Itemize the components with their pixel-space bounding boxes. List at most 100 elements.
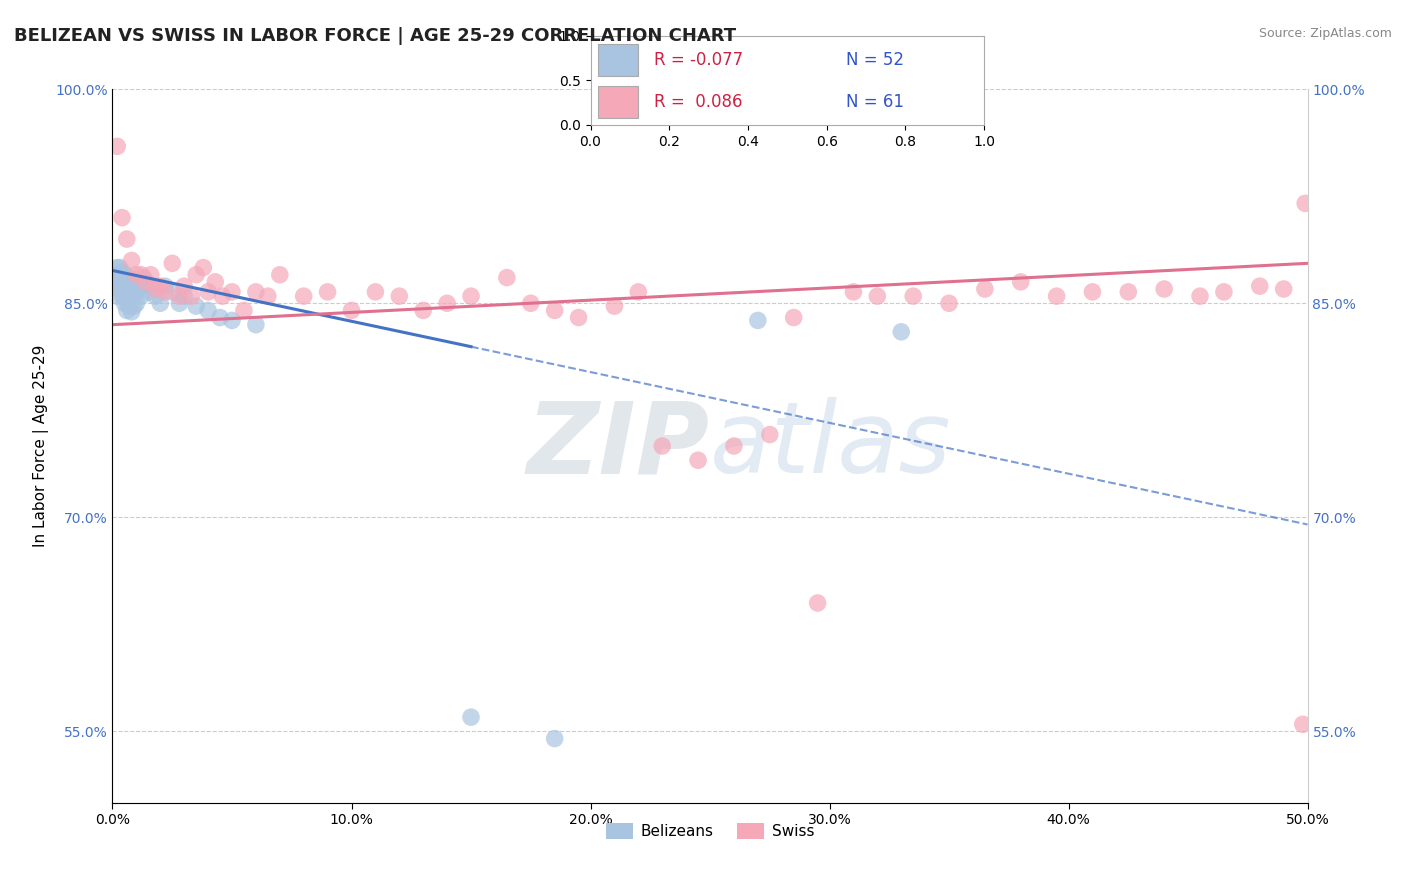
Point [111, 270, 134, 285]
Point [627, 285, 650, 299]
Legend: Belizeans, Swiss: Belizeans, Swiss [599, 817, 821, 845]
Point [115, 232, 138, 246]
Point [1046, 289, 1069, 303]
Point [105, 289, 128, 303]
Point [125, 296, 148, 310]
Point [520, 296, 543, 310]
Point [162, 256, 183, 270]
Point [128, 275, 150, 289]
Text: N = 61: N = 61 [846, 93, 904, 111]
Point [903, 289, 925, 303]
Point [316, 285, 339, 299]
Point [114, 296, 135, 310]
Text: ZIP: ZIP [527, 398, 710, 494]
Point [108, 275, 131, 289]
Point [108, 260, 131, 275]
Point [364, 285, 387, 299]
Point [1272, 282, 1295, 296]
Point [111, 265, 134, 279]
Point [121, 289, 143, 303]
Y-axis label: In Labor Force | Age 25-29: In Labor Force | Age 25-29 [34, 345, 49, 547]
Point [111, 279, 134, 293]
Point [1153, 282, 1175, 296]
Point [115, 285, 138, 299]
Text: R =  0.086: R = 0.086 [654, 93, 742, 111]
Point [145, 282, 167, 296]
Point [292, 289, 315, 303]
Point [245, 318, 267, 332]
Point [688, 453, 710, 467]
Point [180, 289, 202, 303]
Point [104, 268, 127, 282]
Point [132, 270, 155, 285]
Point [114, 289, 135, 303]
Point [118, 289, 141, 303]
Point [759, 427, 782, 442]
Point [747, 313, 769, 327]
Point [108, 282, 131, 296]
Point [974, 282, 997, 296]
Point [197, 285, 219, 299]
Point [568, 310, 591, 325]
Point [173, 279, 195, 293]
Text: Source: ZipAtlas.com: Source: ZipAtlas.com [1258, 27, 1392, 40]
Point [169, 296, 191, 310]
Point [1189, 289, 1212, 303]
Point [723, 439, 745, 453]
Point [842, 285, 865, 299]
Point [169, 289, 191, 303]
Point [245, 285, 267, 299]
Point [1292, 717, 1315, 731]
Point [186, 299, 208, 313]
Point [1118, 285, 1140, 299]
Point [118, 279, 141, 293]
Text: R = -0.077: R = -0.077 [654, 51, 742, 69]
Point [115, 277, 138, 291]
Point [139, 279, 162, 293]
Point [105, 260, 128, 275]
Point [129, 279, 152, 293]
Point [153, 285, 176, 299]
Point [139, 268, 162, 282]
Point [135, 275, 157, 289]
Point [122, 299, 145, 313]
Point [460, 710, 482, 724]
Point [162, 285, 183, 299]
Point [543, 731, 565, 746]
Point [105, 139, 128, 153]
Point [603, 299, 626, 313]
Point [129, 268, 152, 282]
Point [138, 285, 160, 299]
Point [1213, 285, 1236, 299]
Point [129, 289, 152, 303]
Point [1081, 285, 1104, 299]
Point [269, 268, 291, 282]
Text: BELIZEAN VS SWISS IN LABOR FORCE | AGE 25-29 CORRELATION CHART: BELIZEAN VS SWISS IN LABOR FORCE | AGE 2… [14, 27, 737, 45]
Point [938, 296, 960, 310]
Point [121, 253, 143, 268]
Point [114, 282, 135, 296]
Point [118, 299, 141, 313]
Point [204, 275, 226, 289]
Point [111, 211, 134, 225]
Point [890, 325, 912, 339]
Point [1010, 275, 1032, 289]
Point [543, 303, 565, 318]
Text: atlas: atlas [710, 398, 952, 494]
Point [651, 439, 673, 453]
Text: N = 52: N = 52 [846, 51, 904, 69]
Point [1294, 196, 1316, 211]
Point [114, 268, 135, 282]
Point [412, 303, 434, 318]
Point [1249, 279, 1271, 293]
Point [866, 289, 889, 303]
Point [125, 268, 148, 282]
Point [388, 289, 411, 303]
Point [114, 275, 135, 289]
Point [118, 270, 141, 285]
Bar [599, 44, 638, 76]
Point [782, 310, 804, 325]
Point [496, 270, 519, 285]
Point [173, 289, 195, 303]
Point [145, 289, 167, 303]
